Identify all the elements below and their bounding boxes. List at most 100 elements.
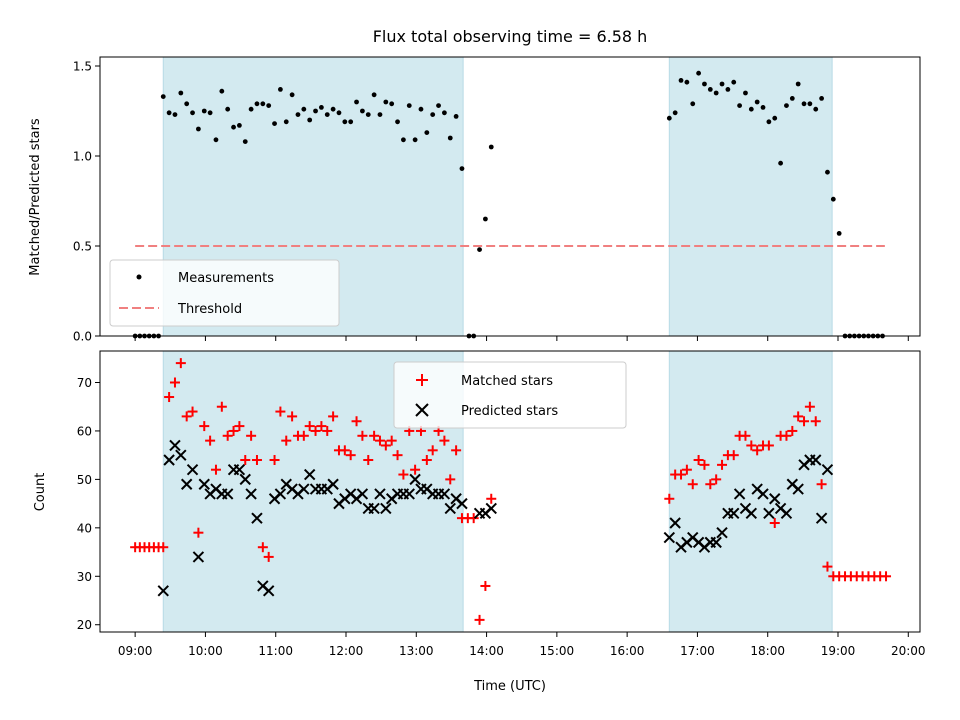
measurement-point-40 (360, 108, 365, 114)
predicted-point-64 (716, 526, 728, 539)
measurement-point-37 (342, 119, 348, 125)
measurement-point-91 (830, 196, 836, 202)
x-tick-label-10: 19:00 (821, 644, 856, 658)
x-tick-label-9: 18:00 (750, 644, 785, 658)
measurement-point-76 (743, 90, 748, 96)
bottom-y-tick-label-0: 20 (77, 618, 92, 632)
predicted-point-81 (815, 512, 828, 524)
measurement-point-22 (254, 101, 260, 107)
predicted-point-6 (192, 551, 205, 563)
bottom-y-tick-label-4: 60 (77, 424, 92, 438)
x-tick-label-3: 12:00 (329, 644, 364, 658)
predicted-point-20 (274, 488, 287, 500)
matched-point-54 (439, 435, 450, 446)
predicted-point-72-b (763, 507, 775, 520)
matched-point-41 (363, 455, 374, 466)
predicted-point-15-b (245, 488, 257, 500)
measurement-point-23 (260, 101, 266, 107)
predicted-point-54 (485, 502, 497, 515)
measurement-point-86 (801, 101, 807, 107)
measurement-point-19 (237, 123, 242, 128)
measurement-point-78 (754, 99, 760, 105)
predicted-point-42 (403, 488, 415, 500)
predicted-point-69 (745, 507, 758, 520)
predicted-point-36-b (368, 502, 380, 515)
predicted-point-49-b (444, 502, 456, 515)
matched-point-14 (205, 435, 216, 446)
matched-point-49 (410, 464, 421, 475)
measurement-point-82 (778, 160, 783, 166)
matched-point-33 (316, 421, 327, 432)
predicted-point-1 (163, 454, 175, 466)
predicted-point-22-b (286, 483, 298, 495)
predicted-point-73 (769, 493, 781, 505)
measurement-point-66 (684, 79, 690, 85)
predicted-point-7 (198, 478, 210, 490)
matched-point-37 (339, 445, 350, 456)
matched-point-88 (810, 416, 821, 427)
legend-matched-marker (416, 374, 428, 386)
measurement-point-33 (319, 105, 324, 110)
measurement-point-38 (348, 119, 354, 125)
predicted-point-71-b (757, 488, 769, 500)
predicted-point-32-b (344, 488, 357, 500)
predicted-point-63-b (710, 536, 722, 549)
measurement-point-32 (313, 108, 318, 114)
matched-point-26 (275, 406, 286, 417)
matched-point-31 (304, 421, 315, 432)
top-legend: Measurements Threshold (109, 259, 340, 327)
predicted-point-25-b (303, 468, 316, 481)
matched-point-24 (263, 551, 274, 562)
matched-point-56 (451, 445, 462, 456)
predicted-point-16 (251, 512, 263, 524)
predicted-point-56-b (669, 517, 681, 529)
predicted-point-29-b (327, 478, 339, 490)
measurement-point-27 (283, 119, 289, 125)
matched-point-34 (322, 425, 333, 436)
measurement-point-17 (225, 106, 231, 112)
predicted-point-17-b (257, 580, 269, 592)
predicted-point-42-b (403, 488, 415, 500)
predicted-point-71 (757, 488, 769, 500)
matched-point-22 (251, 455, 262, 466)
matched-point-40 (357, 430, 368, 441)
measurement-point-63 (666, 115, 672, 121)
matched-point-44 (380, 440, 391, 451)
predicted-point-34-b (356, 488, 369, 500)
top-y-tick-label-2: 1.0 (73, 150, 92, 164)
predicted-point-72 (763, 507, 775, 520)
legend-threshold-label: Threshold (177, 302, 242, 317)
x-tick-label-6: 15:00 (540, 644, 575, 658)
predicted-point-11-b (221, 488, 234, 500)
measurement-point-50 (418, 106, 424, 112)
measurement-point-45 (389, 101, 395, 107)
matched-point-71 (711, 474, 722, 485)
predicted-point-55 (663, 531, 676, 544)
predicted-point-2 (169, 439, 181, 452)
predicted-point-16-b (251, 512, 263, 524)
matched-point-23 (257, 542, 268, 553)
predicted-point-67-b (733, 488, 746, 500)
measurement-point-51 (424, 130, 430, 136)
measurement-point-30 (301, 106, 307, 112)
measurement-point-81 (772, 115, 778, 121)
predicted-point-64-b (716, 526, 728, 539)
matched-point-35 (328, 411, 339, 422)
matched-point-7 (164, 392, 175, 403)
matched-point-27 (281, 435, 292, 446)
matched-point-46 (392, 450, 403, 461)
measurement-point-34 (324, 112, 330, 117)
bottom-y-tick-label-3: 50 (77, 473, 92, 487)
matched-point-20 (240, 455, 251, 466)
matched-point-62 (486, 493, 497, 504)
x-tick-label-2: 11:00 (258, 644, 293, 658)
matched-point-86 (799, 416, 810, 427)
predicted-point-76-b (786, 478, 799, 490)
predicted-point-14 (239, 473, 251, 486)
predicted-point-4-b (180, 478, 193, 490)
measurement-point-10 (184, 101, 190, 107)
matched-point-83 (781, 430, 792, 441)
measurement-point-35 (330, 106, 336, 112)
predicted-point-73-b (769, 493, 781, 505)
